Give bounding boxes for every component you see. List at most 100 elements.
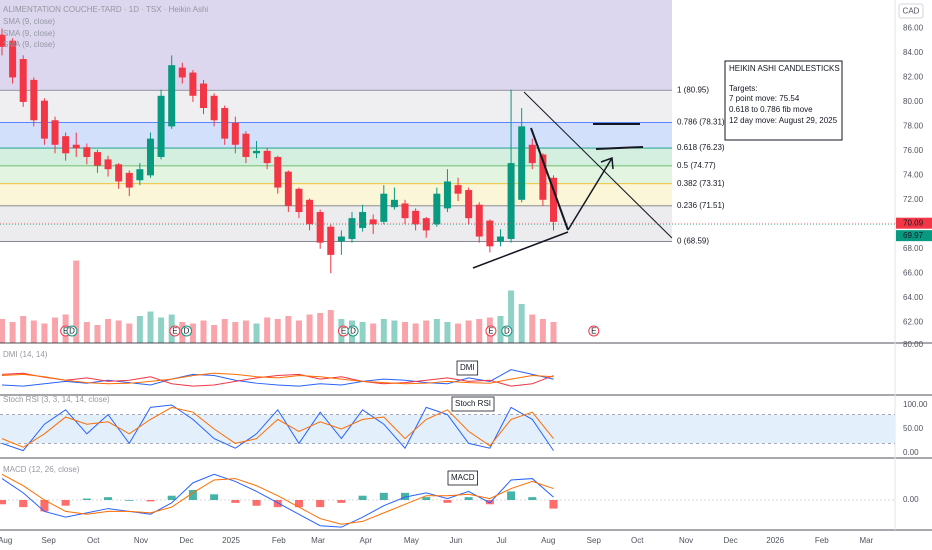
candle-body	[40, 100, 48, 139]
volume-bar	[370, 323, 377, 343]
candle-body	[51, 120, 59, 145]
price-label-box	[896, 230, 932, 242]
y-tick-label: 82.00	[903, 73, 924, 82]
y-tick-label: 72.00	[903, 195, 924, 204]
volume-bar	[550, 322, 557, 343]
macd-histogram-bar	[146, 500, 155, 502]
candle-body	[306, 199, 314, 225]
macd-histogram-bar	[464, 497, 473, 500]
x-tick-label: Mar	[859, 536, 873, 545]
annotation-box: HEIKIN ASHI CANDLESTICKS Targets: 7 poin…	[724, 60, 843, 141]
volume-bar	[306, 314, 313, 343]
volume-bar	[264, 317, 271, 343]
candle-body	[284, 171, 292, 206]
candle-body	[475, 204, 483, 237]
price-label: 69.97	[903, 231, 924, 240]
event-label: E	[63, 327, 68, 336]
volume-bar	[136, 316, 143, 343]
fib-band	[0, 122, 672, 149]
candle-body	[30, 79, 38, 121]
candle-body	[200, 83, 208, 109]
pane-title: DMI (14, 14)	[3, 350, 48, 359]
candle-body	[231, 122, 239, 145]
candle-body	[295, 188, 303, 213]
x-tick-label: Aug	[541, 536, 555, 545]
volume-bar	[412, 323, 419, 343]
volume-bar	[147, 311, 154, 343]
macd-histogram-bar	[231, 500, 240, 503]
indicator-line	[1, 473, 554, 525]
pane-title: Stoch RSI (3, 3, 14, 14, close)	[3, 395, 110, 404]
volume-bar	[497, 316, 504, 343]
x-tick-label: Nov	[134, 536, 148, 545]
candle-body	[9, 40, 17, 78]
candle-body	[104, 159, 112, 170]
annotation-line: HEIKIN ASHI CANDLESTICKS	[729, 64, 840, 73]
macd-histogram-bar	[273, 500, 282, 508]
trend-line	[472, 231, 569, 269]
volume-bar	[444, 322, 451, 343]
volume-bar	[359, 322, 366, 343]
volume-bar	[317, 313, 324, 343]
volume-bar	[211, 325, 218, 343]
pane-tag-box	[456, 360, 479, 376]
volume-bar	[274, 319, 281, 343]
volume-bar	[253, 323, 260, 343]
x-tick-label: Jul	[496, 536, 506, 545]
y-tick-label: 80.00	[903, 97, 924, 106]
macd-histogram-bar	[401, 492, 410, 500]
volume-bar	[52, 317, 59, 343]
trend-line	[530, 127, 569, 231]
candle-body	[369, 219, 377, 225]
price-label: 70.09	[903, 218, 924, 227]
macd-histogram-bar	[40, 500, 49, 512]
overlay-label: SMA (9, close)	[3, 29, 55, 38]
x-tick-label: Sep	[42, 536, 57, 545]
y-tick-label: 100.00	[903, 400, 928, 409]
candle-body	[242, 133, 250, 157]
fib-label: 0.5 (74.77)	[677, 161, 716, 170]
volume-bar	[402, 322, 409, 343]
candle-body	[359, 212, 367, 228]
volume-bar	[158, 317, 165, 343]
x-tick-label: Aug	[0, 536, 12, 545]
volume-bar	[539, 319, 546, 343]
volume-bar	[433, 319, 440, 343]
x-tick-label: Oct	[87, 536, 100, 545]
volume-bar	[295, 320, 302, 343]
macd-histogram-bar	[294, 500, 303, 508]
candle-body	[253, 150, 261, 154]
volume-bar	[423, 320, 430, 343]
macd-histogram-bar	[82, 498, 91, 500]
x-tick-label: Apr	[360, 536, 373, 545]
candle-body	[221, 108, 229, 139]
y-tick-label: 74.00	[903, 170, 924, 179]
volume-bar	[465, 320, 472, 343]
volume-bar	[529, 314, 536, 343]
volume-bar	[508, 290, 515, 343]
y-tick-label: 62.00	[903, 317, 924, 326]
candle-body	[422, 218, 430, 231]
macd-histogram-bar	[507, 491, 516, 500]
y-tick-label: 66.00	[903, 268, 924, 277]
candle-body	[433, 193, 441, 225]
macd-histogram-bar	[379, 492, 388, 500]
candle-body	[83, 147, 91, 157]
candle-body	[528, 144, 536, 164]
volume-bar	[200, 320, 207, 343]
candle-body	[549, 177, 557, 222]
candle-body	[348, 218, 356, 239]
x-tick-label: 2025	[222, 536, 240, 545]
macd-histogram-bar	[252, 500, 261, 506]
overlay-label: SMA (9, close)	[3, 40, 55, 49]
volume-bar	[189, 323, 196, 343]
volume-bar	[115, 320, 122, 343]
pane-title: MACD (12, 26, close)	[3, 465, 80, 474]
drawings	[472, 91, 673, 269]
candle-body	[327, 226, 335, 255]
event-marker	[501, 325, 513, 337]
fib-band	[0, 165, 672, 184]
candle-body	[136, 169, 144, 181]
